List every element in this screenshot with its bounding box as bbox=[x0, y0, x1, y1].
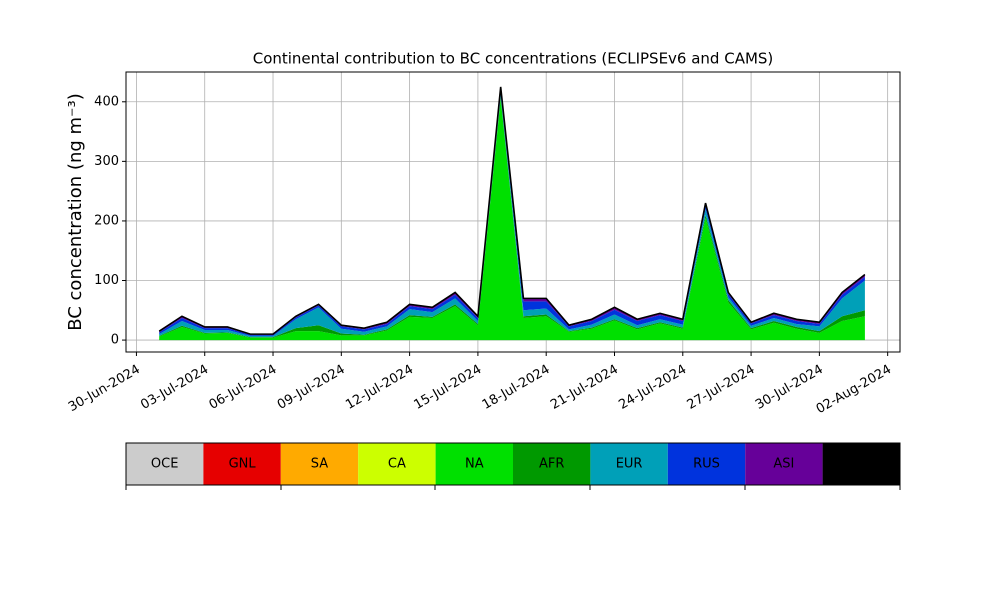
legend-swatch bbox=[280, 443, 359, 485]
x-tick-label: 15-Jul-2024 bbox=[411, 362, 484, 413]
y-axis-label: BC concentration (ng m⁻³) bbox=[65, 93, 86, 331]
legend-label: CA bbox=[388, 457, 406, 472]
legend-label: AFR bbox=[539, 457, 564, 472]
colorbar-ticks bbox=[125, 485, 901, 490]
x-tick-label: 18-Jul-2024 bbox=[480, 362, 553, 413]
y-tick-label: 0 bbox=[111, 333, 119, 348]
colorbar-frame bbox=[125, 442, 901, 486]
legend-label: NA bbox=[465, 457, 484, 472]
legend-swatch bbox=[822, 443, 900, 485]
legend-swatch bbox=[745, 443, 823, 485]
legend-swatch bbox=[126, 443, 204, 485]
legend-swatch bbox=[358, 443, 436, 485]
x-tick-label: 02-Aug-2024 bbox=[814, 362, 894, 417]
legend-swatch bbox=[590, 443, 668, 485]
colorbar: OCE GNL SA CA NA AFR EUR RUS ASI AUS bbox=[126, 443, 900, 485]
legend-label: RUS bbox=[693, 457, 720, 472]
x-tick-label: 09-Jul-2024 bbox=[275, 362, 348, 413]
x-tick-label: 03-Jul-2024 bbox=[138, 362, 211, 413]
series-area bbox=[159, 98, 865, 341]
y-tick-label: 100 bbox=[94, 273, 119, 288]
x-tick-label: 30-Jun-2024 bbox=[66, 362, 143, 415]
plot-frame bbox=[125, 71, 901, 353]
legend-swatch bbox=[435, 443, 513, 485]
y-tick-label: 400 bbox=[94, 94, 119, 109]
x-tick-label: 06-Jul-2024 bbox=[207, 362, 280, 413]
x-tick-label: 12-Jul-2024 bbox=[343, 362, 416, 413]
plot-area: 0 100 200 300 400 30-Jun-202403-Jul-202406-Ju… bbox=[66, 72, 900, 417]
y-tick-label: 200 bbox=[94, 213, 119, 228]
y-tick-label: 300 bbox=[94, 154, 119, 169]
x-tick-label: 21-Jul-2024 bbox=[548, 362, 621, 413]
legend-swatch bbox=[513, 443, 591, 485]
legend-label: OCE bbox=[151, 457, 179, 472]
legend-label: SA bbox=[311, 457, 328, 472]
x-tick-label: 24-Jul-2024 bbox=[616, 362, 689, 413]
legend-swatch bbox=[203, 443, 281, 485]
legend-swatch bbox=[667, 443, 746, 485]
chart-title: Continental contribution to BC concentra… bbox=[253, 50, 774, 68]
legend-label: GNL bbox=[229, 457, 257, 472]
legend-label: EUR bbox=[616, 457, 643, 472]
legend-label: AUS bbox=[848, 457, 875, 472]
legend-label: ASI bbox=[773, 457, 794, 472]
series-outline bbox=[158, 86, 866, 335]
x-tick-label: 27-Jul-2024 bbox=[685, 362, 758, 413]
